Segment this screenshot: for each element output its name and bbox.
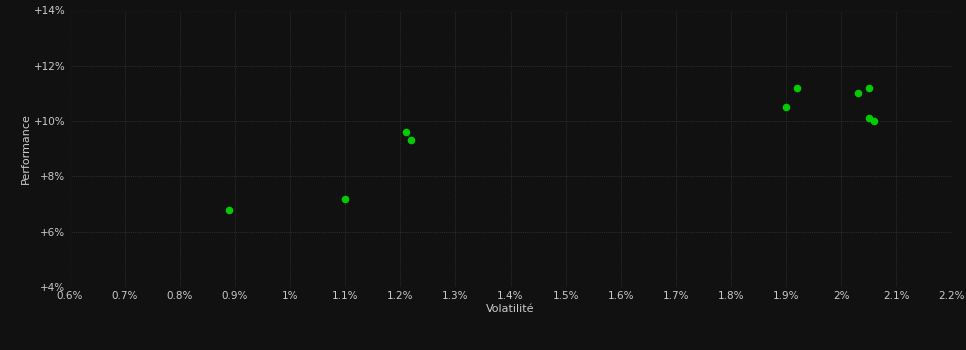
Point: [398, 130, 413, 135]
Point: [337, 196, 353, 201]
Point: [861, 85, 876, 91]
Point: [850, 91, 866, 96]
X-axis label: Volatilité: Volatilité: [486, 304, 535, 314]
Point: [789, 85, 805, 91]
Y-axis label: Performance: Performance: [21, 113, 31, 184]
Point: [404, 138, 419, 143]
Point: [861, 116, 876, 121]
Point: [221, 207, 237, 212]
Point: [779, 105, 794, 110]
Point: [867, 118, 882, 124]
